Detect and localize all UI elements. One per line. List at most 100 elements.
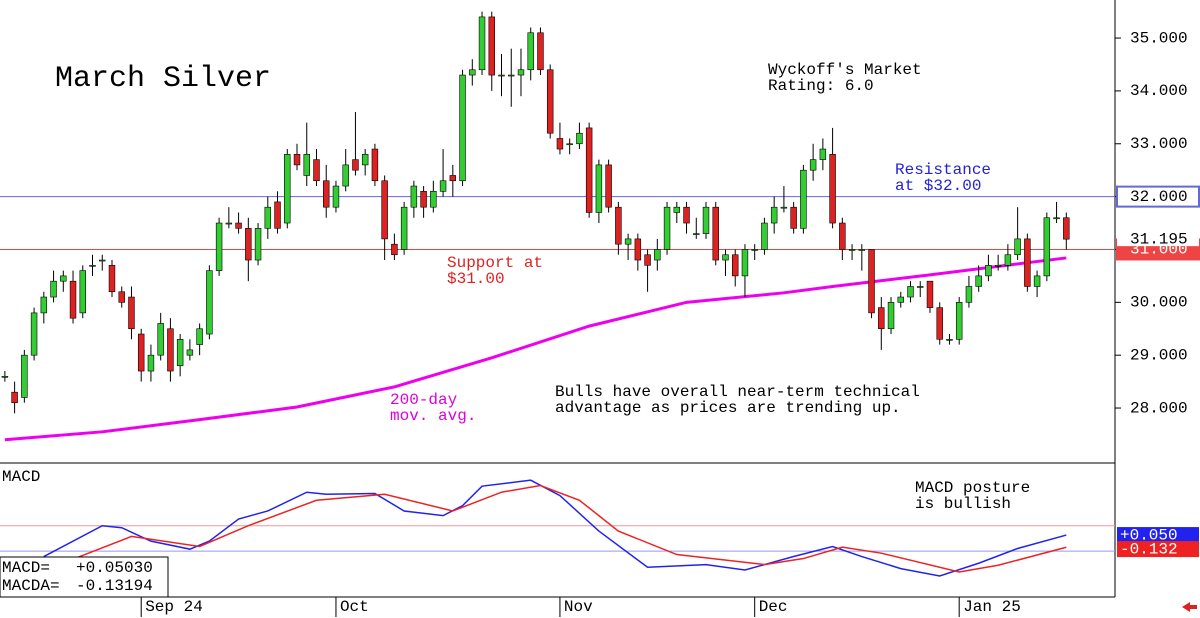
y-tick-label: 30.000: [1130, 294, 1188, 312]
candle-body: [722, 254, 729, 261]
candle-body: [381, 180, 388, 240]
candle-body: [498, 74, 505, 77]
candle-body: [206, 270, 213, 335]
candle-body: [391, 243, 398, 256]
candle-body: [30, 312, 38, 356]
candle-body: [585, 127, 593, 213]
annotation: mov. avg.: [390, 407, 476, 425]
level-label: 32.000: [1130, 188, 1188, 206]
candle-body: [1, 376, 9, 378]
candle-body: [537, 32, 544, 71]
candle-body: [176, 339, 184, 367]
candle-body: [400, 206, 408, 250]
readout-name: MACDA=: [2, 577, 60, 595]
candle-body: [167, 328, 174, 372]
candle-body: [839, 222, 846, 250]
candle-body: [897, 296, 904, 303]
candle-body: [293, 154, 301, 166]
candle-body: [1033, 275, 1041, 287]
candle-body: [430, 191, 437, 208]
annotation: MACD posture: [915, 479, 1030, 497]
candle-body: [1053, 217, 1060, 220]
candle-body: [469, 69, 476, 76]
candle-body: [595, 164, 603, 213]
candle-body: [488, 16, 495, 76]
candle-body: [673, 206, 681, 213]
macd-end-box: [1117, 541, 1199, 558]
candle-body: [323, 180, 330, 208]
candle-body: [663, 206, 671, 250]
candle-body: [907, 286, 914, 298]
candle-body: [1014, 238, 1021, 256]
candle-body: [361, 154, 369, 166]
candle-body: [69, 280, 77, 319]
last-price-label: 31.195: [1130, 230, 1188, 248]
candle-body: [157, 323, 164, 356]
annotation: advantage as prices are trending up.: [555, 399, 901, 417]
candle-body: [89, 265, 96, 267]
candle-body: [313, 159, 320, 182]
macd-end-label: -0.132: [1120, 540, 1178, 558]
candle-body: [21, 354, 28, 398]
candle-body: [605, 164, 612, 208]
candle-body: [332, 185, 340, 208]
y-tick-label: 35.000: [1130, 29, 1188, 47]
candle-body: [254, 228, 262, 261]
candle-body: [410, 185, 418, 208]
readout-name: MACD=: [2, 559, 50, 577]
annotation: Resistance: [895, 161, 991, 179]
candle-body: [936, 307, 943, 340]
candle-body: [137, 333, 145, 372]
candle-body: [848, 249, 856, 251]
arrow-icon[interactable]: [1182, 602, 1197, 612]
candle-body: [780, 206, 788, 209]
candle-body: [546, 69, 554, 134]
candle-body: [741, 249, 749, 277]
readout-value: -0.13194: [76, 577, 153, 595]
candle-body: [303, 154, 310, 176]
x-tick-label: Sep 24: [145, 598, 203, 616]
macd-title: MACD: [2, 468, 40, 486]
annotation: Rating: 6.0: [768, 77, 874, 95]
candle-body: [196, 328, 203, 345]
candle-body: [829, 154, 836, 224]
candle-body: [478, 16, 486, 71]
candle-body: [615, 206, 622, 245]
chart-title: March Silver: [55, 62, 271, 96]
candle-body: [527, 32, 534, 71]
candle-body: [99, 259, 106, 262]
level-box: [1116, 185, 1200, 208]
readout-box: [0, 556, 169, 598]
candle-body: [751, 249, 758, 251]
candle-body: [790, 206, 797, 229]
candle-body: [50, 280, 57, 298]
macd-end-box: [1117, 527, 1199, 544]
candle-body: [819, 148, 827, 160]
candle-body: [371, 148, 379, 182]
candle-body: [634, 238, 642, 261]
candle-body: [809, 159, 817, 171]
candle-body: [994, 265, 1002, 267]
candle-body: [1043, 217, 1051, 277]
y-tick-label: 29.000: [1130, 346, 1188, 364]
candle-body: [508, 74, 515, 77]
candle-body: [1063, 217, 1070, 240]
candle-body: [449, 175, 457, 182]
candle-body: [147, 354, 155, 372]
candle-body: [459, 74, 466, 182]
candle-body: [1004, 254, 1012, 266]
candle-body: [693, 233, 700, 235]
macd-line: [43, 479, 1067, 577]
candle-body: [702, 206, 710, 234]
annotation: at $32.00: [895, 177, 981, 195]
readout-value: +0.05030: [76, 559, 153, 577]
annotation: is bullish: [915, 495, 1011, 513]
candle-body: [926, 280, 934, 308]
candle-body: [215, 222, 223, 271]
candle-body: [128, 296, 135, 330]
moving-average: [4, 256, 1067, 442]
annotation: Wyckoff's Market: [768, 61, 922, 79]
annotation: Bulls have overall near-term technical: [555, 383, 920, 401]
candle-body: [770, 206, 778, 224]
x-tick-label: Oct: [340, 598, 369, 616]
